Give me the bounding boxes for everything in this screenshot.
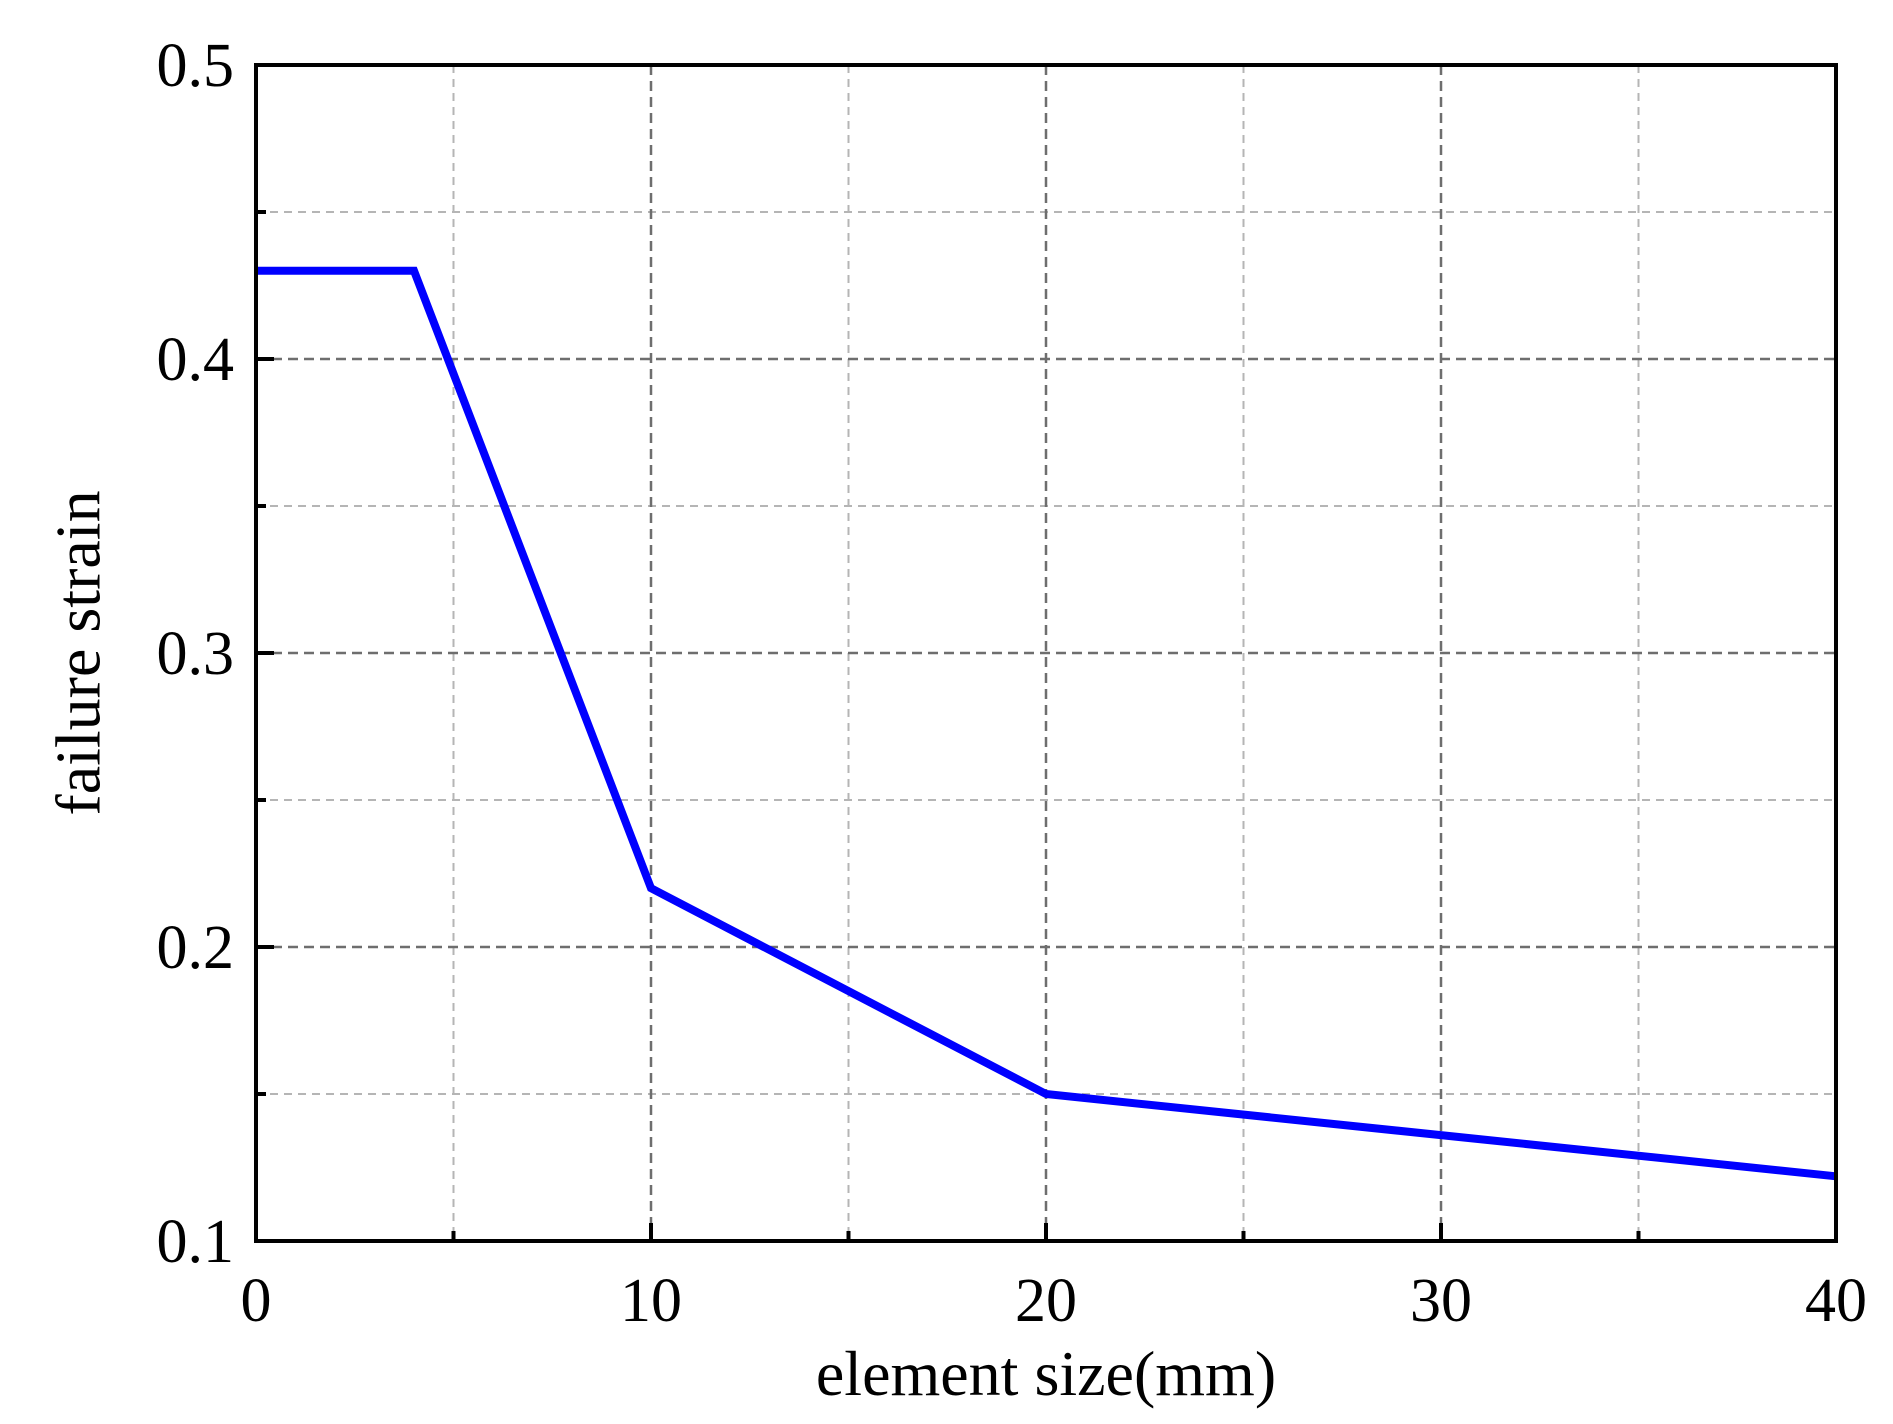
y-tick-label: 0.5 [157, 32, 235, 100]
series-line [256, 266, 1837, 1181]
x-axis-tick-labels: 0 10 20 30 40 [241, 1267, 1868, 1335]
y-axis-title: failure strain [43, 490, 114, 815]
y-tick-label: 0.2 [157, 914, 235, 982]
x-tick-label: 30 [1410, 1267, 1472, 1335]
grid-layer [256, 65, 1836, 1241]
y-tick-label: 0.3 [157, 620, 235, 688]
x-tick-label: 20 [1015, 1267, 1077, 1335]
series-layer [256, 266, 1837, 1181]
y-axis-tick-labels: 0.1 0.2 0.3 0.4 0.5 [157, 32, 235, 1276]
x-tick-label: 10 [620, 1267, 682, 1335]
tick-marks [254, 63, 1838, 1243]
x-tick-label: 0 [241, 1267, 272, 1335]
x-tick-label: 40 [1805, 1267, 1867, 1335]
x-axis-title: element size(mm) [816, 1338, 1276, 1409]
y-tick-label: 0.1 [157, 1208, 235, 1276]
y-tick-label: 0.4 [157, 326, 235, 394]
